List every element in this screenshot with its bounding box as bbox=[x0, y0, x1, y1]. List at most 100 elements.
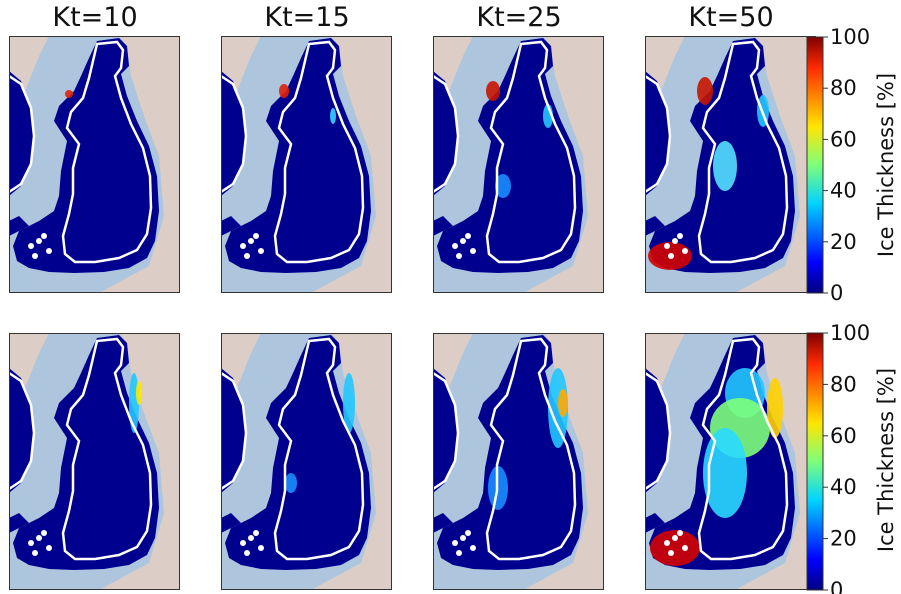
land-east bbox=[99, 36, 180, 293]
ice-patch bbox=[279, 84, 289, 98]
island bbox=[452, 540, 458, 546]
island bbox=[253, 233, 259, 239]
map-panel-r2-c4 bbox=[645, 333, 816, 590]
map-panel-r1-c2 bbox=[221, 36, 392, 293]
colorbar-tick-label: 80 bbox=[830, 76, 857, 100]
colorbar-tick-label: 60 bbox=[830, 127, 857, 151]
west-outline bbox=[433, 371, 460, 491]
island bbox=[460, 535, 466, 541]
colorbar-label-top: Ice Thickness [%] bbox=[874, 73, 898, 257]
colorbar-label-bottom: Ice Thickness [%] bbox=[874, 368, 898, 552]
land-east bbox=[735, 36, 816, 293]
lake-outline bbox=[273, 337, 365, 561]
colorbar-tick-label: 100 bbox=[830, 25, 870, 49]
lake-outline bbox=[697, 40, 789, 264]
island bbox=[46, 545, 52, 551]
island bbox=[32, 253, 38, 259]
west-outline bbox=[9, 371, 36, 491]
lake-outline bbox=[273, 40, 365, 264]
column-title-kt25: Kt=25 bbox=[476, 2, 562, 33]
map-panel-r2-c1 bbox=[9, 333, 180, 590]
lake-ice bbox=[437, 38, 583, 273]
ice-patch bbox=[548, 368, 568, 448]
colorbar-tick-label: 60 bbox=[830, 424, 857, 448]
colorbar-tick-label: 80 bbox=[830, 372, 857, 396]
island bbox=[258, 545, 264, 551]
ice-patch bbox=[697, 77, 713, 105]
ice-patch bbox=[136, 381, 142, 405]
island bbox=[28, 540, 34, 546]
colorbar-tick-label: 0 bbox=[830, 578, 843, 594]
small-lake bbox=[645, 513, 665, 533]
panel-frame bbox=[9, 36, 180, 293]
lake-outline bbox=[61, 40, 153, 264]
island bbox=[677, 530, 683, 536]
island bbox=[465, 530, 471, 536]
lake-ice bbox=[225, 38, 371, 273]
island bbox=[452, 243, 458, 249]
land-west bbox=[221, 36, 261, 146]
land-east bbox=[523, 36, 604, 293]
ice-patch bbox=[285, 473, 297, 493]
column-title-kt15: Kt=15 bbox=[264, 2, 350, 33]
ice-patch bbox=[767, 378, 783, 438]
colorbar-tick-label: 20 bbox=[830, 230, 857, 254]
island bbox=[668, 253, 674, 259]
colorbar-tick-label: 40 bbox=[830, 475, 857, 499]
land-west bbox=[221, 333, 261, 443]
small-lake bbox=[221, 216, 241, 236]
island bbox=[36, 535, 42, 541]
land-west bbox=[9, 36, 49, 146]
ice-patch bbox=[558, 389, 568, 417]
island bbox=[244, 550, 250, 556]
map-panel-r1-c4 bbox=[645, 36, 816, 293]
island bbox=[460, 238, 466, 244]
land-east bbox=[99, 333, 180, 590]
lake-outline bbox=[697, 337, 789, 561]
colorbar-tick-label: 100 bbox=[830, 321, 870, 345]
ice-patch bbox=[330, 108, 336, 124]
panel-frame bbox=[221, 333, 392, 590]
panel-frame bbox=[221, 36, 392, 293]
column-title-kt50: Kt=50 bbox=[688, 2, 774, 33]
map-panel-r1-c3 bbox=[433, 36, 604, 293]
island bbox=[46, 248, 52, 254]
island bbox=[36, 238, 42, 244]
island bbox=[470, 545, 476, 551]
ice-patch bbox=[486, 81, 500, 101]
map-panel-r2-c2 bbox=[221, 333, 392, 590]
column-title-kt10: Kt=10 bbox=[52, 2, 138, 33]
island bbox=[456, 550, 462, 556]
island bbox=[41, 233, 47, 239]
island bbox=[258, 248, 264, 254]
land-east bbox=[311, 36, 392, 293]
lake-outline bbox=[485, 337, 577, 561]
island bbox=[465, 233, 471, 239]
west-outline bbox=[221, 74, 248, 194]
land-east bbox=[311, 333, 392, 590]
map-panel-r2-c3 bbox=[433, 333, 604, 590]
island bbox=[664, 540, 670, 546]
island bbox=[240, 243, 246, 249]
island bbox=[28, 243, 34, 249]
lake-ice bbox=[13, 38, 159, 273]
west-outline bbox=[645, 371, 672, 491]
land-west bbox=[433, 36, 473, 146]
panel-frame bbox=[9, 333, 180, 590]
island bbox=[32, 550, 38, 556]
west-outline bbox=[9, 74, 36, 194]
colorbar-tick-label: 0 bbox=[830, 281, 843, 305]
land-west bbox=[645, 333, 685, 443]
land-west bbox=[433, 333, 473, 443]
island bbox=[248, 535, 254, 541]
ice-patch bbox=[65, 90, 73, 98]
panel-frame bbox=[433, 333, 604, 590]
land-east bbox=[735, 333, 816, 590]
map-panel-r1-c1 bbox=[9, 36, 180, 293]
colorbar-tick-label: 20 bbox=[830, 527, 857, 551]
colorbar-bottom bbox=[806, 332, 824, 591]
island bbox=[253, 530, 259, 536]
small-lake bbox=[645, 216, 665, 236]
island bbox=[682, 545, 688, 551]
